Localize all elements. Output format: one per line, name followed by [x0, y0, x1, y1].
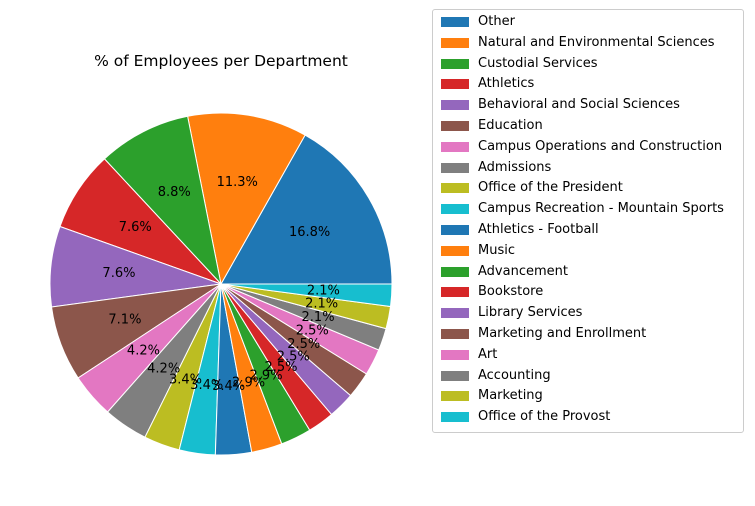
- legend-item: Campus Operations and Construction: [441, 139, 722, 155]
- legend-label: Office of the Provost: [478, 409, 611, 425]
- legend-item: Natural and Environmental Sciences: [441, 35, 715, 51]
- slice-percent-label: 8.8%: [158, 185, 191, 200]
- legend-item: Marketing and Enrollment: [441, 326, 646, 342]
- legend-swatch: [441, 308, 469, 319]
- pie-percent-labels: 16.8%11.3%8.8%7.6%7.6%7.1%4.2%4.2%3.4%3.…: [102, 175, 339, 394]
- pie-slice: [187, 112, 306, 286]
- slice-percent-label: 11.3%: [217, 175, 258, 190]
- slice-percent-label: 2.5%: [264, 360, 297, 375]
- legend-swatch: [441, 225, 469, 235]
- chart-title: % of Employees per Department: [94, 52, 348, 70]
- legend-swatch: [441, 412, 469, 423]
- legend-swatch: [441, 121, 469, 131]
- legend-label: Athletics: [478, 76, 535, 92]
- legend-swatch: [441, 329, 469, 339]
- legend-label: Marketing and Enrollment: [478, 326, 647, 341]
- legend-label: Campus Recreation - Mountain Sports: [478, 201, 724, 217]
- legend-item: Athletics: [441, 76, 534, 92]
- legend-swatch: [441, 141, 469, 152]
- slice-percent-label: 2.5%: [277, 349, 310, 364]
- legend-item: Art: [441, 347, 497, 363]
- legend-item: Accounting: [441, 368, 551, 384]
- slice-percent-label: 2.1%: [307, 283, 340, 298]
- slice-percent-label: 4.2%: [127, 344, 160, 359]
- legend-label: Behavioral and Social Sciences: [478, 97, 680, 113]
- legend-item: Bookstore: [441, 284, 543, 300]
- legend-item: Campus Recreation - Mountain Sports: [441, 201, 724, 217]
- legend-label: Advancement: [478, 263, 568, 279]
- legend-swatch: [441, 58, 469, 69]
- legend-label: Library Services: [478, 305, 583, 321]
- legend-item: Office of the President: [441, 180, 623, 196]
- legend-swatch: [441, 100, 469, 111]
- legend-swatch: [441, 162, 469, 173]
- legend-item: Advancement: [441, 264, 568, 280]
- legend-swatch: [441, 370, 469, 381]
- slice-percent-label: 16.8%: [289, 225, 330, 240]
- slice-percent-label: 2.9%: [232, 375, 265, 390]
- slice-percent-label: 2.1%: [305, 297, 338, 312]
- legend-item: Admissions: [441, 160, 551, 176]
- legend-item: Other: [441, 14, 515, 30]
- slice-percent-label: 4.2%: [147, 362, 180, 377]
- legend-swatch: [441, 17, 469, 27]
- slice-percent-label: 2.5%: [296, 323, 329, 338]
- legend-swatch: [441, 204, 469, 215]
- legend-label: Admissions: [478, 159, 552, 175]
- legend-swatch: [441, 349, 469, 360]
- legend-swatch: [441, 245, 469, 256]
- legend-label: Music: [478, 242, 515, 258]
- slice-percent-label: 3.4%: [212, 379, 245, 394]
- legend-label: Athletics - Football: [478, 222, 599, 237]
- legend-swatch: [441, 287, 469, 298]
- legend-item: Library Services: [441, 305, 582, 321]
- legend: Other Natural and Environmental Sciences C…: [432, 9, 744, 433]
- slice-percent-label: 7.6%: [102, 266, 135, 281]
- pie-slice: [220, 134, 393, 285]
- slice-percent-label: 2.9%: [250, 369, 283, 384]
- pie-slices: [49, 112, 393, 456]
- legend-swatch: [441, 37, 469, 48]
- slice-percent-label: 2.5%: [287, 337, 320, 352]
- legend-item: Music: [441, 243, 515, 259]
- legend-swatch: [441, 183, 469, 194]
- slice-percent-label: 7.6%: [119, 220, 152, 235]
- legend-swatch: [441, 266, 469, 277]
- legend-label: Campus Operations and Construction: [478, 138, 723, 154]
- legend-label: Marketing: [478, 388, 543, 404]
- legend-label: Other: [478, 14, 515, 29]
- legend-label: Accounting: [478, 367, 551, 383]
- legend-item: Office of the Provost: [441, 409, 610, 425]
- legend-item: Marketing: [441, 388, 543, 404]
- legend-label: Education: [478, 118, 543, 133]
- legend-item: Custodial Services: [441, 56, 598, 72]
- slice-percent-label: 2.1%: [302, 310, 335, 325]
- legend-label: Bookstore: [478, 284, 544, 300]
- slice-percent-label: 3.4%: [169, 373, 202, 388]
- legend-item: Athletics - Football: [441, 222, 599, 238]
- legend-label: Natural and Environmental Sciences: [478, 34, 715, 50]
- slice-percent-label: 7.1%: [108, 312, 141, 327]
- legend-label: Office of the President: [478, 180, 623, 196]
- slice-percent-label: 3.4%: [190, 378, 223, 393]
- legend-label: Custodial Services: [478, 55, 598, 71]
- legend-label: Art: [478, 346, 498, 362]
- pie-slice: [103, 115, 222, 286]
- legend-swatch: [441, 79, 469, 90]
- legend-item: Behavioral and Social Sciences: [441, 97, 680, 113]
- legend-swatch: [441, 391, 469, 402]
- pie-slice: [220, 283, 393, 308]
- legend-item: Education: [441, 118, 543, 134]
